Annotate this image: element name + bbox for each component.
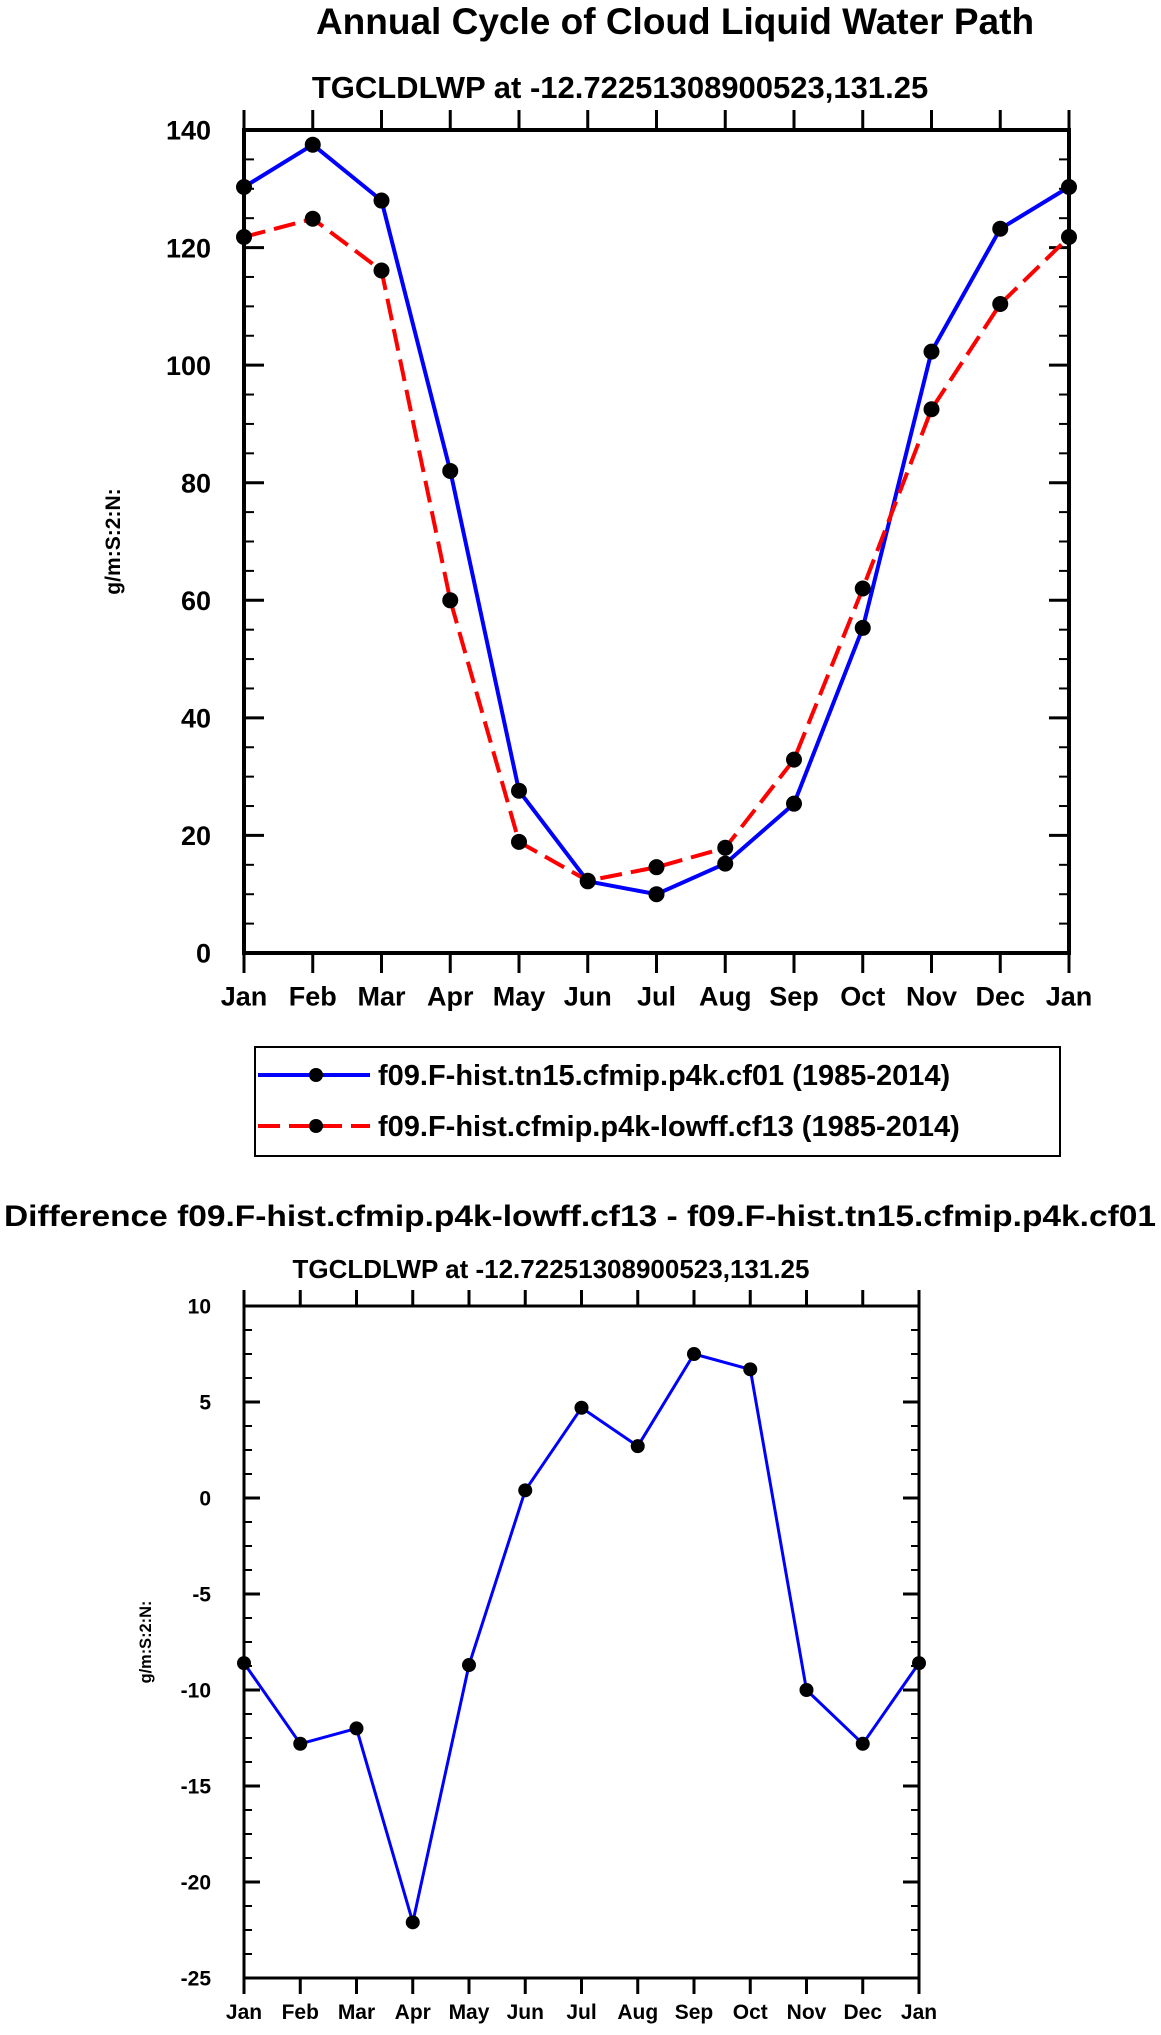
chart1-ytick-label: 20 xyxy=(181,821,211,851)
chart2-xtick-label: Jan xyxy=(901,2001,937,2024)
chart1-series-1-point-7 xyxy=(648,886,665,903)
chart1-ytick-label: 80 xyxy=(181,468,211,498)
chart1-series-1-line xyxy=(242,142,1071,897)
legend: f09.F-hist.tn15.cfmip.p4k.cf01 (1985-201… xyxy=(254,1046,1061,1157)
chart1-xtick-label: Dec xyxy=(975,981,1025,1011)
chart2-ytick-label: -25 xyxy=(181,1968,212,1991)
chart1-series-2-point-11 xyxy=(923,401,940,418)
chart2-series-1-point-13 xyxy=(912,1656,926,1671)
legend-marker-series-1 xyxy=(309,1068,323,1082)
chart1-series-1-point-5 xyxy=(511,782,527,799)
chart2-ytick-label: -5 xyxy=(192,1584,211,1607)
chart2-plot: -25 -20 -15 -10 -5 0 5 10 Jan Feb Mar Apr May Jun Jul A… xyxy=(137,1290,937,2024)
chart2-series-1-point-2 xyxy=(293,1736,308,1751)
chart1-ytick-label: 60 xyxy=(181,586,211,616)
chart1-series-1-point-12 xyxy=(992,220,1009,237)
chart1-series-2-point-4 xyxy=(442,592,459,609)
chart2-xtick-label: Jul xyxy=(566,2001,596,2024)
chart1-title: Annual Cycle of Cloud Liquid Water Path xyxy=(316,1,1034,42)
chart1-series-1-point-9 xyxy=(786,795,802,812)
chart1-xtick-label: Aug xyxy=(699,981,751,1011)
chart2-ytick-label: 10 xyxy=(188,1296,211,1319)
chart1-series-1-point-2 xyxy=(304,136,321,153)
chart2-series-1-point-9 xyxy=(687,1347,701,1361)
chart2-series-1-point-11 xyxy=(799,1683,814,1697)
chart1-xtick-label: Sep xyxy=(769,981,819,1011)
chart1-xtick-label: Oct xyxy=(840,981,885,1011)
chart1-series-1-point-1 xyxy=(236,179,252,196)
chart1-ytick-label: 100 xyxy=(166,351,211,381)
chart1-ylabel: g/m:S:2:N: xyxy=(102,488,125,594)
chart1-subtitle: TGCLDLWP at -12.72251308900523,131.25 xyxy=(312,70,928,105)
chart1-xtick-label: Mar xyxy=(357,981,406,1011)
chart2-ytick-label: -15 xyxy=(181,1776,212,1799)
chart1-frame xyxy=(242,128,1071,955)
chart2-ytick-label: -20 xyxy=(181,1872,211,1895)
chart1-series-1-point-3 xyxy=(373,192,390,209)
chart1-series-1-point-11 xyxy=(923,343,940,360)
chart2-xtick-label: Sep xyxy=(675,2001,714,2024)
chart2-xtick-label: Feb xyxy=(282,2001,319,2024)
chart1-series-2-point-5 xyxy=(511,833,527,850)
chart1-ytick-label: 40 xyxy=(181,704,211,734)
chart1-series-1-point-13 xyxy=(1061,179,1077,196)
chart1-xtick-label: Jun xyxy=(564,981,612,1011)
chart2-ylabel: g/m:S:2:N: xyxy=(137,1601,155,1684)
chart1-series-2-line xyxy=(243,216,1071,883)
chart2-series-1-point-12 xyxy=(855,1736,870,1751)
chart1-xtick-label: Feb xyxy=(289,981,337,1011)
chart2-xtick-label: Mar xyxy=(338,2001,375,2024)
chart1-xtick-label: Jul xyxy=(637,981,676,1011)
chart2-xtick-label: Aug xyxy=(617,2001,658,2024)
chart2-xtick-label: Jan xyxy=(226,2001,262,2024)
chart2-xtick-label: Apr xyxy=(395,2001,431,2024)
chart1-xtick-label: May xyxy=(493,981,546,1011)
chart2-xtick-label: Nov xyxy=(787,2001,827,2024)
chart1-series-1-point-4 xyxy=(442,462,459,479)
chart2-series-1-point-7 xyxy=(574,1400,589,1415)
chart2-xtick-label: Oct xyxy=(733,2001,768,2024)
chart1-xtick-label: Apr xyxy=(427,981,474,1011)
chart2-subtitle: TGCLDLWP at -12.72251308900523,131.25 xyxy=(293,1254,810,1284)
chart2-series-1-point-5 xyxy=(462,1658,476,1673)
chart1-series-2-point-6 xyxy=(579,872,596,889)
chart2-series-1-point-8 xyxy=(630,1439,645,1454)
chart1-ytick-label: 0 xyxy=(196,939,211,969)
chart2-series-1-point-4 xyxy=(405,1915,420,1930)
chart1-series-1-point-10 xyxy=(854,619,871,636)
chart2-xtick-label: Dec xyxy=(843,2001,882,2024)
chart1-series-2-point-3 xyxy=(373,262,390,279)
chart2-series-1-line xyxy=(242,1352,921,1924)
chart1-series-2-point-7 xyxy=(648,859,665,876)
chart1-series-2-point-8 xyxy=(717,839,734,856)
chart1-series-1-point-8 xyxy=(717,855,734,872)
chart1-xtick-label: Jan xyxy=(1046,981,1093,1011)
chart1-xtick-label: Nov xyxy=(906,981,957,1011)
chart1-series-2-point-1 xyxy=(236,228,252,245)
legend-marker-series-2 xyxy=(309,1119,323,1133)
chart2-ytick-label: -10 xyxy=(181,1680,211,1703)
legend-label-series-2: f09.F-hist.cfmip.p4k-lowff.cf13 (1985-20… xyxy=(378,1111,960,1143)
chart2-series-1-point-1 xyxy=(237,1656,251,1671)
chart1-series-2-point-13 xyxy=(1061,228,1077,245)
chart1-xtick-label: Jan xyxy=(221,981,268,1011)
chart2-xtick-label: Jun xyxy=(507,2001,544,2024)
chart2-series-1-point-3 xyxy=(349,1721,364,1736)
legend-label-series-1: f09.F-hist.tn15.cfmip.p4k.cf01 (1985-201… xyxy=(378,1060,950,1092)
chart1-series-2-point-12 xyxy=(992,296,1009,313)
chart2-series-1-point-10 xyxy=(743,1362,758,1377)
chart2-title: Difference f09.F-hist.cfmip.p4k-lowff.cf… xyxy=(4,1200,1156,1233)
chart1-ytick-label: 140 xyxy=(166,116,211,146)
chart2-xtick-label: May xyxy=(449,2001,490,2024)
chart1-series-2-point-10 xyxy=(854,580,871,597)
chart1-ytick-label: 120 xyxy=(166,233,211,263)
chart2-ytick-label: 0 xyxy=(199,1488,211,1511)
chart1-series-2-point-2 xyxy=(304,210,321,227)
chart2-series-1-point-6 xyxy=(518,1483,533,1498)
chart2-ytick-label: 5 xyxy=(199,1392,211,1415)
chart1-plot: 0 20 40 60 80 100 120 140 Jan Feb Mar Apr May Jun Jul A… xyxy=(102,110,1092,1011)
chart1-series-2-point-9 xyxy=(786,751,802,768)
legend-box xyxy=(254,1046,1061,1157)
